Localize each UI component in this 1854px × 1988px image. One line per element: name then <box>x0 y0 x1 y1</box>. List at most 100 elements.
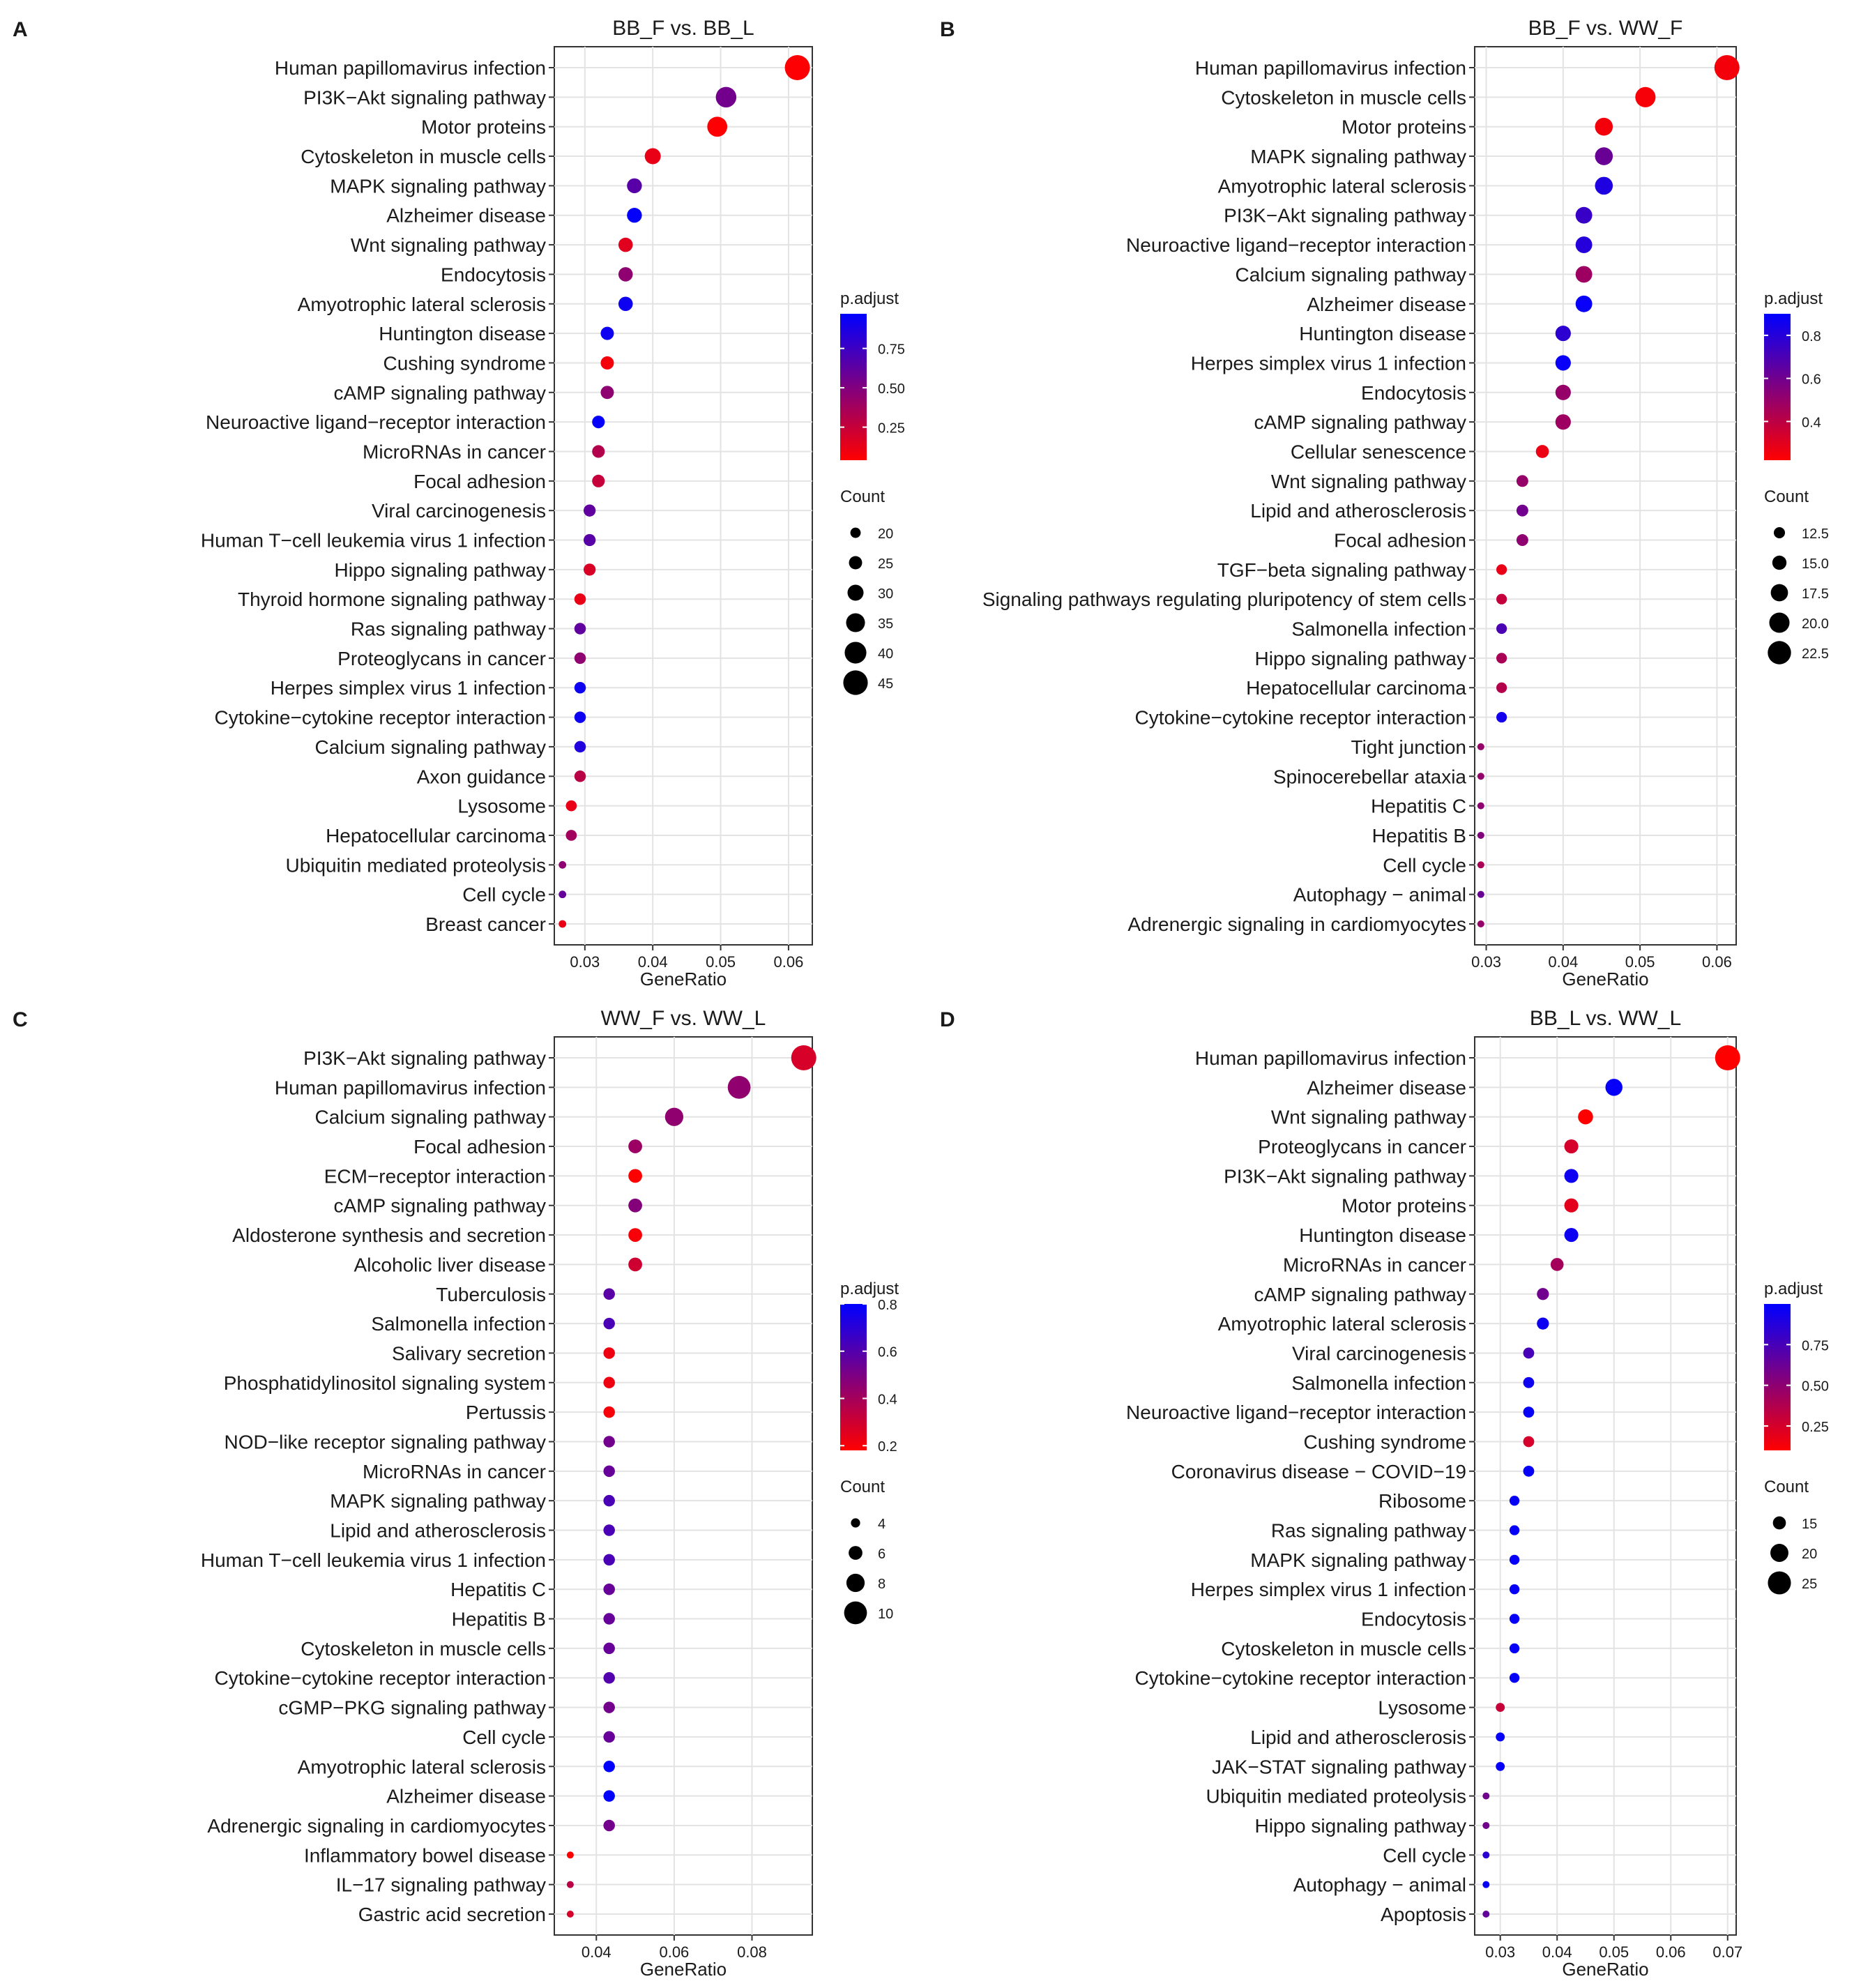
y-tick-label: Spinocerebellar ataxia <box>1273 766 1466 787</box>
y-tick-label: Thyroid hormone signaling pathway <box>238 589 546 610</box>
data-point <box>1595 176 1613 195</box>
data-point <box>603 1494 615 1507</box>
data-point <box>627 178 642 194</box>
y-tick-label: Amyotrophic lateral sclerosis <box>1218 175 1466 197</box>
y-tick-label: Autophagy − animal <box>1293 1874 1466 1896</box>
y-tick-label: Phosphatidylinositol signaling system <box>224 1372 546 1394</box>
data-point <box>1555 414 1571 430</box>
data-point <box>1509 1614 1520 1624</box>
color-legend-label: 0.8 <box>1802 329 1821 344</box>
y-tick-label: Cytokine−cytokine receptor interaction <box>1135 1667 1466 1689</box>
y-tick-label: Viral carcinogenesis <box>1292 1342 1466 1364</box>
y-tick-label: Calcium signaling pathway <box>314 1107 546 1128</box>
data-point <box>1509 1496 1520 1506</box>
data-point <box>1575 206 1593 224</box>
y-tick-label: Focal adhesion <box>1334 530 1466 552</box>
y-tick-label: Cell cycle <box>462 1727 546 1748</box>
data-point <box>1482 1851 1490 1859</box>
size-legend-dot <box>847 584 864 601</box>
data-point <box>715 86 737 108</box>
y-tick-label: Cytoskeleton in muscle cells <box>301 146 546 167</box>
y-tick-label: Herpes simplex virus 1 infection <box>271 677 546 699</box>
data-point <box>559 860 567 869</box>
size-legend-dot <box>1768 641 1791 665</box>
size-legend-label: 20 <box>878 526 893 542</box>
y-tick-label: IL−17 signaling pathway <box>336 1874 546 1896</box>
y-tick-label: Hippo signaling pathway <box>334 559 546 581</box>
y-tick-label: MAPK signaling pathway <box>1250 146 1466 167</box>
data-point <box>574 593 586 605</box>
y-tick-label: Amyotrophic lateral sclerosis <box>298 1756 546 1777</box>
data-point <box>574 652 586 665</box>
data-point <box>1477 802 1484 810</box>
data-point <box>603 1583 615 1595</box>
color-legend-bar <box>1764 314 1791 460</box>
y-tick-label: Amyotrophic lateral sclerosis <box>1218 1313 1466 1335</box>
size-legend-label: 8 <box>878 1577 886 1592</box>
y-tick-label: Human papillomavirus infection <box>1195 57 1466 79</box>
y-tick-label: Adrenergic signaling in cardiomyocytes <box>207 1815 546 1837</box>
y-tick-label: Salmonella infection <box>371 1313 546 1335</box>
data-point <box>1564 1198 1579 1213</box>
y-tick-label: NOD−like receptor signaling pathway <box>225 1431 546 1452</box>
size-legend-dot <box>1772 555 1787 570</box>
y-tick-label: JAK−STAT signaling pathway <box>1212 1756 1466 1777</box>
y-tick-label: MicroRNAs in cancer <box>363 441 546 462</box>
y-tick-label: Ribosome <box>1378 1490 1466 1512</box>
y-tick-label: Breast cancer <box>425 913 546 935</box>
y-tick-label: Alzheimer disease <box>1307 1077 1466 1098</box>
y-tick-label: Coronavirus disease − COVID−19 <box>1171 1461 1466 1482</box>
y-tick-label: Lipid and atherosclerosis <box>1250 500 1466 522</box>
data-point <box>600 356 614 370</box>
y-tick-label: Neuroactive ligand−receptor interaction <box>1126 234 1466 256</box>
x-tick-label: 0.06 <box>774 953 804 971</box>
y-tick-label: Herpes simplex virus 1 infection <box>1191 352 1466 374</box>
y-tick-label: MicroRNAs in cancer <box>363 1461 546 1482</box>
y-tick-label: Cytokine−cytokine receptor interaction <box>1135 707 1466 729</box>
size-legend-label: 20.0 <box>1802 616 1829 632</box>
size-legend-dot <box>843 670 868 695</box>
size-legend-label: 22.5 <box>1802 646 1829 662</box>
data-point <box>1516 534 1528 546</box>
y-tick-label: Ras signaling pathway <box>1271 1520 1466 1542</box>
size-legend-dot <box>844 642 867 664</box>
x-tick-label: 0.06 <box>1656 1943 1686 1961</box>
y-tick-label: cGMP−PKG signaling pathway <box>278 1697 546 1719</box>
y-tick-label: Motor proteins <box>421 116 546 138</box>
y-tick-label: Calcium signaling pathway <box>1235 264 1466 285</box>
y-tick-label: Lysosome <box>1378 1697 1466 1719</box>
y-tick-label: Herpes simplex virus 1 infection <box>1191 1579 1466 1600</box>
data-point <box>603 1317 615 1330</box>
data-point <box>618 296 633 312</box>
size-legend-label: 6 <box>878 1547 886 1562</box>
size-legend-dot <box>1768 1571 1791 1595</box>
data-point <box>574 623 586 635</box>
y-tick-label: Calcium signaling pathway <box>314 736 546 758</box>
y-tick-label: MAPK signaling pathway <box>330 1490 546 1512</box>
data-point <box>603 1465 615 1478</box>
y-tick-label: Cytoskeleton in muscle cells <box>1221 1638 1466 1660</box>
y-tick-label: Focal adhesion <box>413 471 546 492</box>
y-tick-label: Ubiquitin mediated proteolysis <box>285 854 546 876</box>
data-point <box>603 1671 615 1684</box>
data-point <box>1715 1045 1740 1070</box>
data-point <box>1477 773 1484 780</box>
y-tick-label: Hepatitis C <box>450 1579 546 1600</box>
y-tick-label: Aldosterone synthesis and secretion <box>232 1224 546 1246</box>
data-point <box>1482 1881 1490 1888</box>
y-tick-label: Lipid and atherosclerosis <box>1250 1727 1466 1748</box>
y-tick-label: Amyotrophic lateral sclerosis <box>298 294 546 315</box>
y-tick-label: Cellular senescence <box>1291 441 1466 462</box>
size-legend-dot <box>849 1546 863 1560</box>
data-point <box>1509 1525 1520 1535</box>
chart-title: BB_F vs. BB_L <box>612 17 754 40</box>
data-point <box>603 1406 615 1418</box>
y-tick-label: Ubiquitin mediated proteolysis <box>1206 1786 1466 1807</box>
data-point <box>1555 384 1571 400</box>
y-tick-label: Salmonella infection <box>1291 619 1466 640</box>
y-tick-label: Human papillomavirus infection <box>275 1077 546 1098</box>
plot-area <box>554 1036 813 1936</box>
data-point <box>1477 831 1484 839</box>
y-tick-label: Human T−cell leukemia virus 1 infection <box>201 1549 546 1571</box>
